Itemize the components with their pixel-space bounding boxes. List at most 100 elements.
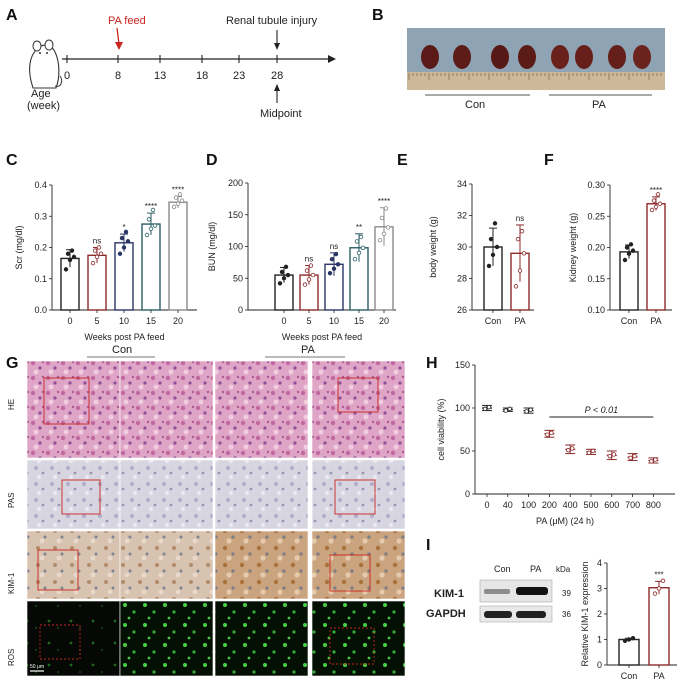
midpoint-label: Midpoint (260, 108, 302, 120)
blot-pa-label: PA (530, 564, 541, 574)
panel-label-e: E (397, 152, 408, 169)
significance-E-PA: ns (516, 214, 524, 223)
x-tick-label-H-800: 800 (646, 500, 661, 510)
pa-feed-label: PA feed (108, 15, 146, 27)
x-tick-label-I-PA: PA (653, 671, 664, 681)
x-tick-label-H-400: 400 (563, 500, 578, 510)
histology-image-HE-2 (119, 360, 214, 459)
significance-F-PA: **** (650, 186, 662, 195)
data-point-D-10 (335, 262, 341, 267)
g-con-label: Con (112, 344, 132, 356)
age-label: Age (31, 88, 51, 100)
data-point-F-PA (651, 198, 657, 203)
data-point-H-200 (549, 430, 554, 436)
y-tick-label-D: 0 (238, 305, 243, 315)
row-label-kim1: KIM-1 (7, 572, 16, 594)
x-tick-label-C-15: 15 (146, 316, 156, 326)
data-point-C-20 (179, 198, 185, 203)
significance-C-20: **** (172, 186, 184, 195)
timeline-label-18: 18 (196, 70, 208, 82)
g-pa-label: PA (301, 344, 316, 356)
histology-image-PAS-4 (311, 459, 406, 530)
data-point-H-800 (649, 459, 654, 464)
data-point-E-PA (513, 284, 519, 289)
data-point-C-15 (148, 226, 154, 231)
data-point-E-Con (486, 263, 492, 269)
panel-label-b: B (372, 7, 384, 24)
data-point-H-600 (607, 453, 612, 459)
data-point-C-20 (177, 192, 183, 197)
data-point-C-10 (125, 239, 131, 244)
y-tick-label-C: 0.2 (34, 243, 47, 253)
x-tick-label-F-PA: PA (650, 316, 661, 326)
data-point-H-200 (545, 432, 550, 437)
data-point-D-15 (360, 245, 366, 250)
y-tick-label-D: 100 (228, 242, 243, 252)
roi-box (334, 479, 376, 515)
blot-kda-label: kDa (556, 565, 571, 574)
significance-C-10: * (122, 223, 125, 232)
timeline-label-0: 0 (64, 70, 70, 82)
x-tick-label-H-200: 200 (542, 500, 557, 510)
row-label-ros: ROS (7, 649, 16, 666)
y-tick-label-C: 0.1 (34, 274, 47, 284)
significance-C-5: ns (93, 237, 101, 246)
data-point-H-700 (632, 453, 637, 459)
chart-kidney-weight: 0.10 0.15 0.20 0.25 0.30 Kidney weight (g) Con… (568, 180, 672, 326)
x-tick-label-H-500: 500 (583, 500, 598, 510)
data-point-C-5 (90, 260, 96, 266)
data-point-I-Con (626, 637, 632, 642)
kidney-photo (407, 28, 665, 90)
y-axis-label-H: cell viability (%) (436, 398, 446, 460)
data-point-D-20 (377, 237, 383, 243)
y-axis-label-E: body weight (g) (428, 216, 438, 278)
x-tick-label-D-15: 15 (354, 316, 364, 326)
histology-image-PAS-1 (26, 459, 121, 530)
bar-F-PA (646, 203, 666, 311)
y-tick-label-F: 0.15 (587, 274, 605, 284)
data-point-D-15 (358, 234, 364, 240)
y-tick-label-E: 34 (457, 179, 467, 189)
histology-image-HE-4 (311, 360, 406, 459)
x-tick-label-C-10: 10 (119, 316, 129, 326)
histology-image-ROS-4 (311, 600, 406, 677)
x-tick-label-H-600: 600 (604, 500, 619, 510)
data-point-F-PA (649, 207, 655, 213)
y-axis-label-I: Relative KIM-1 expression (580, 561, 590, 666)
x-axis-label-C: Weeks post PA feed (84, 332, 164, 342)
significance-label-H: P < 0.01 (585, 405, 618, 415)
chart-body-weight: 26 28 30 32 34 body weight (g) Con PA ns (428, 179, 534, 326)
chart-kim1-expression: 0 1 2 3 4 Relative KIM-1 expression Con PA *** (580, 558, 677, 681)
significance-D-10: ns (330, 242, 338, 251)
bar-C-10 (114, 242, 134, 311)
panel-label-d: D (206, 152, 218, 169)
x-tick-label-I-Con: Con (621, 671, 638, 681)
bar-C-20 (168, 201, 188, 311)
timeline-label-28: 28 (271, 70, 283, 82)
data-point-C-20 (171, 204, 177, 210)
y-tick-label-D: 50 (233, 273, 243, 283)
data-point-E-Con (490, 252, 496, 258)
roi-box (337, 377, 379, 413)
data-point-H-400 (566, 447, 571, 453)
data-point-C-5 (96, 245, 102, 250)
data-point-H-0 (482, 406, 488, 412)
x-axis-label-D: Weeks post PA feed (282, 332, 362, 342)
y-tick-label-I: 2 (597, 609, 602, 619)
significance-D-5: ns (305, 255, 313, 264)
data-point-D-15 (354, 239, 360, 244)
bar-I-Con (618, 638, 640, 666)
data-point-D-20 (381, 231, 387, 236)
injury-arrowhead (274, 43, 280, 50)
panel-label-i: I (426, 537, 430, 554)
x-tick-label-F-Con: Con (621, 316, 638, 326)
bar-C-5 (87, 254, 107, 311)
y-tick-label-E: 28 (457, 274, 467, 284)
data-point-D-20 (385, 225, 391, 230)
data-point-C-0 (71, 254, 77, 260)
data-point-D-5 (310, 272, 316, 278)
x-axis-label-H: PA (μM) (24 h) (536, 516, 594, 526)
data-point-E-PA (521, 251, 527, 256)
photo-con-label: Con (465, 99, 485, 111)
